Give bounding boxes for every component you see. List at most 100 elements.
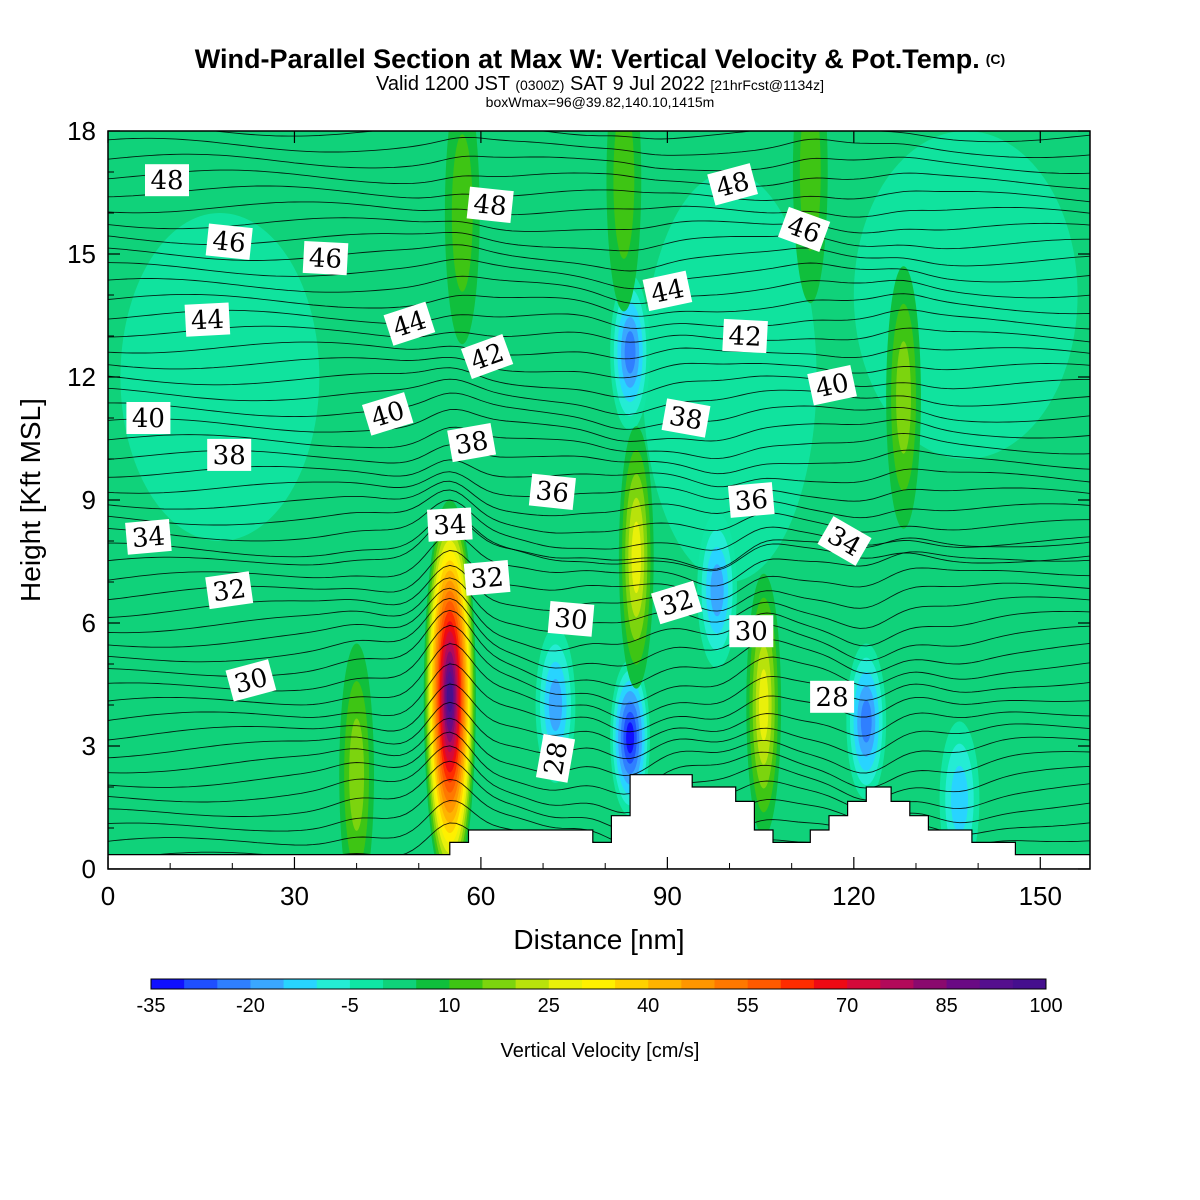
colorbar-segment: [416, 979, 450, 989]
theta-label-box: [729, 615, 774, 648]
colorbar-segment: [946, 979, 981, 989]
x-tick-label: 120: [832, 881, 875, 911]
theta-label-box: [205, 223, 253, 260]
x-axis-label: Distance [nm]: [513, 924, 684, 955]
theta-label-3: 46: [205, 223, 253, 260]
isentrope-line: [108, 516, 1090, 570]
downdraft-core-1-level: [624, 331, 636, 374]
colorbar-segment: [714, 979, 749, 989]
isentrope-line: [108, 597, 1090, 669]
isentrope-line: [108, 325, 1090, 343]
isentrope-line: [108, 459, 1090, 488]
theta-label-13: 40: [807, 364, 857, 406]
updraft-core-1-level: [631, 521, 642, 594]
isentrope-line: [108, 760, 1090, 831]
y-tick-label: 0: [82, 854, 96, 884]
updraft-core-4-level: [896, 341, 912, 454]
theta-label-17: 36: [528, 473, 576, 511]
theta-label-box: [466, 186, 514, 224]
potential-temperature-contours: [108, 131, 1090, 865]
isentrope-line: [108, 367, 1090, 398]
theta-label-text: 34: [433, 510, 468, 542]
colorbar-title: Vertical Velocity [cm/s]: [501, 1040, 700, 1062]
theta-label-text: 36: [734, 485, 770, 518]
colorbar-segment: [813, 979, 848, 989]
isentrope-line: [108, 550, 1090, 601]
theta-label-text: 34: [131, 522, 167, 555]
y-tick-label: 15: [67, 239, 96, 269]
colorbar-segment: [913, 979, 948, 989]
theta-label-box: [207, 438, 252, 471]
isentrope-line: [108, 244, 1090, 272]
isentrope-line: [211, 131, 1090, 143]
isentrope-line: [108, 341, 1090, 360]
theta-label-28: 28: [535, 733, 576, 783]
theta-label-6: 44: [184, 302, 231, 337]
isentrope-line: [108, 293, 1090, 317]
theta-label-19: 34: [426, 507, 473, 542]
isentrope-line: [108, 392, 1090, 430]
isentrope-line: [108, 136, 1090, 159]
colorbar-segment: [217, 979, 251, 989]
colorbar-segment: [184, 979, 218, 989]
theta-label-text: 40: [813, 368, 852, 404]
theta-label-box: [528, 473, 576, 511]
downdraft-core-5-level: [950, 765, 969, 833]
colorbar-segment: [515, 979, 550, 989]
valid-time-prefix: Valid 1200 JST: [376, 73, 510, 95]
theta-label-box: [126, 402, 171, 434]
isentrope-line: [108, 378, 1090, 416]
vertical-velocity-field: [108, 131, 1090, 869]
valid-time-utc: (0300Z): [515, 77, 565, 93]
theta-label-1: 48: [466, 186, 514, 224]
isentrope-line: [108, 201, 1090, 218]
isentrope-line: [108, 153, 1090, 174]
valid-date: SAT 9 Jul 2022: [569, 73, 705, 95]
theta-label-22: 32: [205, 571, 254, 610]
updraft-core-6-level: [613, 131, 635, 259]
colorbar-tick-label: 100: [1029, 995, 1062, 1017]
updraft-core-0-level: [446, 681, 453, 712]
colorbar-segment: [681, 979, 716, 989]
theta-label-box: [225, 659, 277, 702]
terrain: [108, 774, 1090, 869]
isentrope-line: [108, 533, 1090, 587]
theta-label-box: [460, 333, 514, 380]
theta-label-29: 28: [810, 680, 855, 713]
y-tick-label: 6: [82, 608, 96, 638]
updraft-core-2-level: [758, 669, 769, 741]
theta-label-text: 48: [150, 166, 183, 196]
theta-label-box: [547, 601, 595, 637]
chart-title-text: Wind-Parallel Section at Max W: Vertical…: [194, 44, 980, 74]
isentrope-line: [108, 499, 1090, 551]
colorbar-segment: [548, 979, 583, 989]
colorbar-tick-label: -20: [236, 995, 265, 1017]
theta-label-text: 42: [728, 321, 763, 353]
y-tick-label: 12: [67, 362, 96, 392]
colorbar-tick-label: 85: [935, 995, 957, 1017]
isentrope-line: [108, 745, 1090, 814]
colorbar-segment: [383, 979, 417, 989]
colorbar-tick-label: -35: [137, 995, 166, 1017]
theta-label-27: 30: [729, 615, 774, 648]
colorbar-tick-label: 25: [538, 995, 560, 1017]
isentrope-line: [108, 408, 1090, 442]
colorbar: -35 -20 -5 10 25 40 55 70 85 100: [137, 978, 1063, 1017]
downdraft-core-3-level: [710, 564, 724, 617]
theta-label-box: [722, 318, 768, 354]
theta-label-23: 32: [463, 560, 511, 596]
theta-label-5: 46: [777, 206, 831, 252]
isentrope-line: [108, 489, 1090, 534]
colorbar-segment: [648, 979, 682, 989]
isentrope-line: [108, 169, 1090, 190]
theta-label-text: 30: [553, 604, 589, 637]
isentrope-line: [108, 258, 1090, 290]
x-tick-label: 90: [653, 881, 682, 911]
colorbar-segment: [482, 979, 517, 989]
theta-label-box: [447, 423, 497, 463]
colorbar-tick-label: 55: [737, 995, 759, 1017]
theta-label-box: [184, 302, 231, 337]
theta-label-box: [302, 240, 349, 276]
